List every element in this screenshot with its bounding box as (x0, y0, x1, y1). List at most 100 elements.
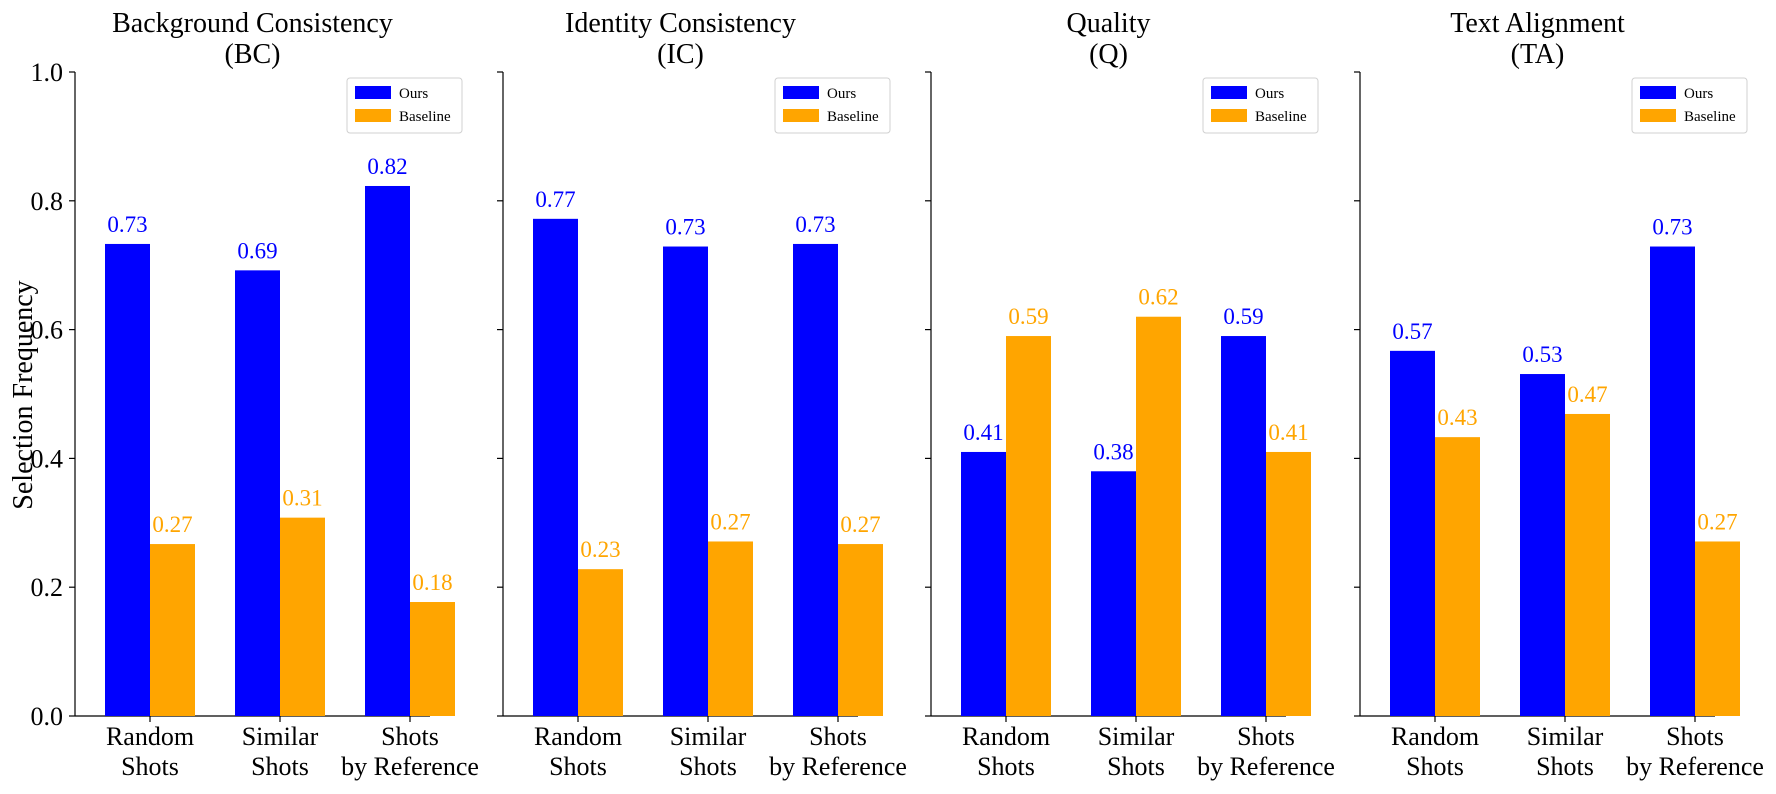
data-label-baseline: 0.18 (412, 570, 452, 595)
bar-baseline (1006, 336, 1051, 716)
legend-swatch-baseline (783, 109, 819, 122)
y-tick-label: 1.0 (31, 58, 64, 87)
bar-ours (1221, 336, 1266, 716)
x-tick-label: by Reference (1197, 752, 1335, 781)
x-tick-label: Shots (809, 722, 867, 751)
legend-swatch-ours (783, 86, 819, 99)
legend-swatch-baseline (1211, 109, 1247, 122)
panel-title: (TA) (1511, 39, 1565, 70)
bar-baseline (578, 569, 623, 716)
bar-ours (533, 218, 578, 716)
bar-ours (1520, 374, 1565, 716)
bar-baseline (150, 544, 195, 716)
x-tick-label: Similar (1098, 722, 1175, 751)
y-tick-label: 0.4 (31, 444, 64, 473)
x-tick-label: Similar (242, 722, 319, 751)
y-tick-label: 0.0 (31, 702, 64, 731)
bar-ours (793, 243, 838, 716)
x-tick-label: Shots (977, 752, 1035, 781)
bar-ours (235, 270, 280, 716)
bar-baseline (708, 541, 753, 716)
bar-ours (663, 246, 708, 717)
data-label-baseline: 0.27 (1697, 509, 1737, 534)
panel-title: Quality (1067, 8, 1151, 39)
x-tick-label: Random (1391, 722, 1479, 751)
data-label-baseline: 0.27 (152, 512, 192, 537)
x-tick-label: Shots (1666, 722, 1724, 751)
x-tick-label: Shots (679, 752, 737, 781)
data-label-baseline: 0.27 (840, 512, 880, 537)
x-tick-label: Similar (670, 722, 747, 751)
bar-ours (105, 243, 150, 716)
y-tick-label: 0.6 (31, 316, 64, 345)
x-tick-label: Shots (1406, 752, 1464, 781)
data-label-ours: 0.57 (1392, 319, 1432, 344)
x-tick-label: Random (534, 722, 622, 751)
legend-label-ours: Ours (1255, 86, 1284, 102)
data-label-ours: 0.73 (665, 215, 705, 240)
data-label-baseline: 0.59 (1008, 304, 1048, 329)
panel-title: (Q) (1089, 39, 1128, 70)
legend-label-ours: Ours (827, 86, 856, 102)
x-tick-label: Shots (549, 752, 607, 781)
bar-baseline (1136, 316, 1181, 716)
bar-ours (1390, 350, 1435, 716)
data-label-baseline: 0.43 (1437, 405, 1477, 430)
data-label-baseline: 0.27 (710, 509, 750, 534)
data-label-ours: 0.73 (795, 212, 835, 237)
legend-label-baseline: Baseline (827, 109, 879, 125)
legend-swatch-ours (1640, 86, 1676, 99)
bar-ours (1650, 246, 1695, 717)
bar-baseline (280, 517, 325, 716)
bar-baseline (410, 602, 455, 716)
panel-title: (BC) (225, 39, 281, 70)
bar-baseline (1435, 437, 1480, 716)
legend-label-ours: Ours (1684, 86, 1713, 102)
bar-baseline (1695, 541, 1740, 716)
data-label-ours: 0.69 (237, 238, 277, 263)
y-tick-label: 0.2 (31, 573, 64, 602)
data-label-baseline: 0.31 (282, 486, 322, 511)
x-tick-label: Random (106, 722, 194, 751)
data-label-ours: 0.82 (367, 154, 407, 179)
x-tick-label: Shots (251, 752, 309, 781)
bar-ours (1091, 471, 1136, 716)
bar-baseline (1565, 413, 1610, 716)
data-label-ours: 0.53 (1522, 342, 1562, 367)
data-label-baseline: 0.62 (1138, 285, 1178, 310)
bar-ours (961, 451, 1006, 716)
x-tick-label: Shots (1536, 752, 1594, 781)
data-label-ours: 0.41 (963, 420, 1003, 445)
panel-title: (IC) (657, 39, 704, 70)
legend-swatch-ours (1211, 86, 1247, 99)
y-axis-label: Selection Frequency (8, 280, 39, 509)
x-tick-label: by Reference (769, 752, 907, 781)
legend-label-baseline: Baseline (1684, 109, 1736, 125)
bar-ours (365, 185, 410, 716)
x-tick-label: Shots (1237, 722, 1295, 751)
bar-baseline (1266, 451, 1311, 716)
y-tick-label: 0.8 (31, 187, 64, 216)
data-label-ours: 0.59 (1223, 304, 1263, 329)
legend-label-ours: Ours (399, 86, 428, 102)
data-label-ours: 0.73 (107, 212, 147, 237)
x-tick-label: Shots (381, 722, 439, 751)
panel-title: Text Alignment (1450, 8, 1625, 39)
panel-title: Background Consistency (112, 8, 393, 39)
data-label-baseline: 0.47 (1567, 382, 1607, 407)
data-label-ours: 0.73 (1652, 215, 1692, 240)
data-label-ours: 0.38 (1093, 439, 1133, 464)
data-label-baseline: 0.23 (580, 537, 620, 562)
panel-title: Identity Consistency (565, 8, 796, 39)
x-tick-label: Similar (1527, 722, 1604, 751)
legend-swatch-ours (355, 86, 391, 99)
legend-swatch-baseline (1640, 109, 1676, 122)
x-tick-label: by Reference (341, 752, 479, 781)
x-tick-label: Random (962, 722, 1050, 751)
data-label-baseline: 0.41 (1268, 420, 1308, 445)
legend-label-baseline: Baseline (399, 109, 451, 125)
legend-swatch-baseline (355, 109, 391, 122)
legend-label-baseline: Baseline (1255, 109, 1307, 125)
